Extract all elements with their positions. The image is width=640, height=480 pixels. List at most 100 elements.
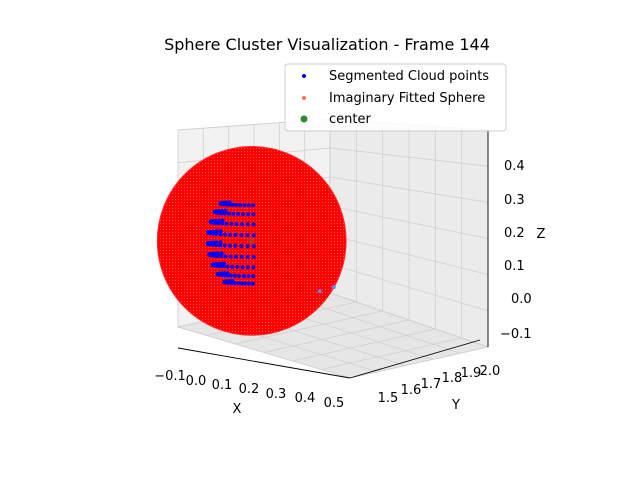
grid-line [321, 337, 462, 370]
cloud-point [232, 273, 237, 278]
cloud-point [246, 274, 251, 279]
cloud-point [251, 255, 256, 260]
x-tick-label: 0.4 [295, 391, 316, 406]
cloud-point [214, 229, 219, 234]
cloud-point [242, 203, 247, 208]
cloud-point [215, 251, 220, 256]
legend-label-sphere: Imaginary Fitted Sphere [329, 91, 485, 106]
cloud-point [219, 251, 224, 256]
y-tick-label: 2.0 [480, 364, 501, 379]
y-tick-label: 1.6 [401, 383, 422, 398]
grid-line [263, 319, 410, 353]
y-tick-label: 1.7 [421, 377, 442, 392]
x-axis-ticks: −0.1 0.0 0.1 0.2 0.3 0.4 0.5 [154, 369, 344, 411]
legend: Segmented Cloud points Imaginary Fitted … [284, 63, 507, 132]
cloud-point [220, 218, 225, 223]
cloud-point [231, 211, 236, 216]
cloud-point [331, 285, 336, 290]
segmented-cloud-points [205, 200, 336, 294]
cloud-point [211, 240, 216, 245]
cloud-point [216, 218, 221, 223]
cloud-point [229, 221, 234, 226]
legend-marker-sphere [302, 96, 306, 100]
cloud-point [239, 281, 244, 286]
x-tick-label: 0.3 [266, 387, 287, 402]
z-axis-ticks: −0.1 0.0 0.1 0.2 0.3 0.4 [500, 159, 532, 342]
cloud-point [224, 200, 229, 205]
cloud-point [239, 254, 244, 259]
cloud-point [241, 274, 246, 279]
cloud-point [217, 209, 222, 214]
cloud-point [246, 265, 250, 270]
legend-label-center: center [329, 112, 371, 127]
y-axis-label: Y [451, 398, 460, 413]
z-axis-label: Z [537, 227, 546, 242]
chart-title: Sphere Cluster Visualization - Frame 144 [164, 35, 490, 54]
cloud-point [241, 212, 245, 217]
legend-marker-center [300, 115, 308, 123]
cloud-point [218, 261, 223, 266]
z-tick-label: 0.4 [504, 159, 525, 174]
y-tick-label: 1.5 [378, 391, 399, 406]
x-tick-label: 0.2 [239, 382, 260, 397]
cloud-point [227, 200, 232, 205]
z-tick-label: 0.2 [504, 226, 525, 241]
cloud-point [239, 233, 244, 237]
y-axis-ticks: 1.5 1.6 1.7 1.8 1.9 2.0 [378, 364, 501, 406]
cloud-point [222, 271, 227, 276]
y-tick-label: 1.9 [461, 366, 482, 381]
cloud-point [251, 265, 256, 270]
cloud-point [251, 233, 256, 238]
cloud-point [218, 243, 223, 248]
x-tick-label: 0.1 [212, 378, 233, 393]
x-tick-label: 0.5 [324, 396, 345, 411]
cloud-point [223, 254, 228, 259]
x-tick-label: 0.0 [186, 374, 207, 389]
cloud-point [233, 232, 238, 237]
cloud-point [228, 273, 233, 278]
cloud-point [243, 281, 248, 286]
cloud-point [234, 254, 239, 259]
cloud-point [225, 271, 230, 276]
z-tick-label: 0.3 [504, 193, 525, 208]
cloud-point [222, 261, 226, 266]
cloud-point [239, 244, 244, 249]
cloud-point [225, 264, 230, 269]
cloud-point [234, 203, 239, 207]
fitted-sphere [156, 146, 347, 336]
cloud-point [222, 243, 227, 248]
cloud-point [212, 251, 217, 256]
cloud-point [236, 212, 240, 216]
cloud-point [213, 218, 218, 223]
cloud-point [223, 232, 227, 237]
cloud-point [251, 212, 256, 217]
z-tick-label: −0.1 [500, 327, 532, 342]
cloud-point [218, 229, 223, 234]
cloud-point [246, 203, 251, 208]
cloud-point [228, 254, 233, 259]
axis-lines [177, 130, 489, 379]
cloud-point [247, 281, 252, 286]
cloud-point [211, 229, 216, 234]
cloud-point [245, 255, 250, 259]
grid-line [292, 328, 436, 362]
cloud-point [245, 244, 250, 249]
cloud-point [227, 243, 232, 248]
cloud-point [233, 243, 238, 248]
grid-line [299, 299, 461, 354]
sphere-center-point [248, 237, 255, 244]
cloud-point [251, 281, 255, 286]
cloud-point [251, 222, 256, 227]
cloud-point [238, 203, 243, 208]
legend-marker-cloud [302, 74, 306, 78]
cloud-point [234, 222, 239, 227]
cloud-point [251, 203, 256, 208]
cloud-point [251, 244, 256, 249]
z-tick-label: 0.0 [511, 292, 532, 307]
legend-label-cloud: Segmented Cloud points [329, 69, 489, 84]
cloud-point [236, 281, 241, 286]
cloud-point [230, 264, 235, 269]
cloud-point [240, 222, 245, 227]
cloud-point [246, 212, 251, 217]
